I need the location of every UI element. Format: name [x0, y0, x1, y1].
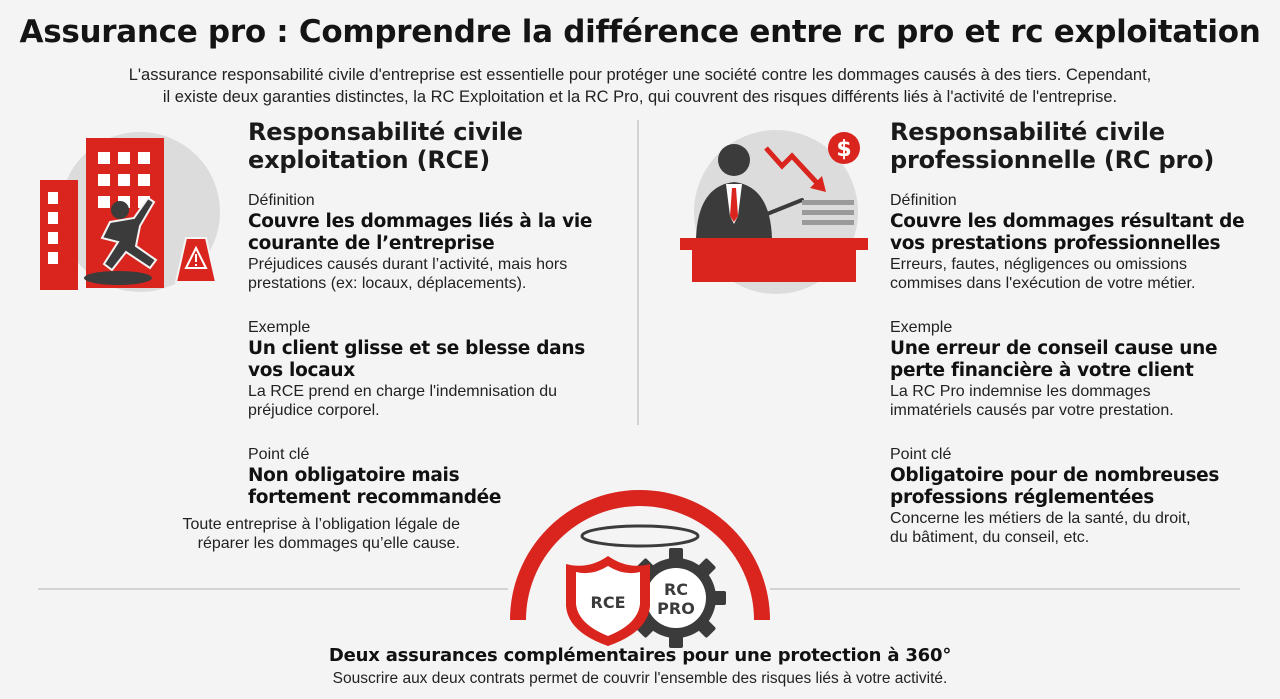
rce-definition-heading-line-2: courante de l’entreprise [248, 233, 495, 254]
rce-title-line-1: Responsabilité civile [248, 118, 523, 146]
presenter-loss-icon: $ [676, 120, 876, 305]
rcpro-example-section: Exemple Une erreur de conseil cause une … [890, 318, 1270, 420]
horizontal-divider-right [770, 588, 1240, 590]
rce-column: Responsabilité civile exploitation (RCE)… [248, 118, 628, 508]
rcpro-definition-body-line-1: Erreurs, fautes, négligences ou omission… [890, 256, 1188, 273]
rce-example-body-line-2: préjudice corporel. [248, 402, 380, 419]
rce-example-heading-line-1: Un client glisse et se blesse dans [248, 338, 585, 359]
rce-definition-heading-line-1: Couvre les dommages liés à la vie [248, 211, 593, 232]
rce-definition-body: Préjudices causés durant l’activité, mai… [248, 255, 628, 293]
rcpro-key-body: Concerne les métiers de la santé, du dro… [890, 509, 1270, 547]
rcpro-definition-heading-line-1: Couvre les dommages résultant de [890, 211, 1245, 232]
rcpro-key-heading-line-2: professions réglementées [890, 487, 1154, 508]
rcpro-example-heading-line-1: Une erreur de conseil cause une [890, 338, 1218, 359]
horizontal-divider-left [38, 588, 508, 590]
rce-title-line-2: exploitation (RCE) [248, 146, 491, 174]
shield-text: RCE [591, 593, 626, 612]
intro-line-1: L'assurance responsabilité civile d'entr… [128, 66, 1152, 84]
rcpro-definition-label: Définition [890, 192, 957, 209]
rce-definition-body-line-1: Préjudices causés durant l’activité, mai… [248, 256, 568, 273]
rce-definition-heading: Couvre les dommages liés à la vie couran… [248, 211, 628, 255]
building-slip-icon [38, 120, 228, 305]
rce-key-heading: Non obligatoire mais fortement recommand… [248, 465, 628, 509]
rce-key-heading-line-2: fortement recommandée [248, 487, 502, 508]
rce-example-section: Exemple Un client glisse et se blesse da… [248, 318, 628, 420]
rcpro-title: Responsabilité civile professionnelle (R… [890, 118, 1270, 174]
rcpro-definition-section: Définition Couvre les dommages résultant… [890, 191, 1270, 293]
shield-gear-icon: RC PRO RCE [490, 480, 790, 650]
gear-text-line-2: PRO [657, 599, 695, 618]
rce-example-body: La RCE prend en charge l'indemnisation d… [248, 382, 628, 420]
rcpro-example-label: Exemple [890, 319, 953, 336]
rce-key-heading-line-1: Non obligatoire mais [248, 465, 460, 486]
footer-title: Deux assurances complémentaires pour une… [328, 645, 952, 666]
rce-definition-label: Définition [248, 192, 315, 209]
rcpro-example-body: La RC Pro indemnise les dommages immatér… [890, 382, 1270, 420]
rce-definition-body-line-2: prestations (ex: locaux, déplacements). [248, 275, 527, 292]
rcpro-definition-heading-line-2: vos prestations professionnelles [890, 233, 1221, 254]
rcpro-example-heading: Une erreur de conseil cause une perte fi… [890, 338, 1270, 382]
rce-example-heading-line-2: vos locaux [248, 360, 355, 381]
rcpro-key-heading-line-1: Obligatoire pour de nombreuses [890, 465, 1220, 486]
page-title: Assurance pro : Comprendre la différence… [19, 14, 1261, 50]
rcpro-example-body-line-1: La RC Pro indemnise les dommages [890, 383, 1151, 400]
rce-example-label: Exemple [248, 319, 311, 336]
rcpro-column: Responsabilité civile professionnelle (R… [890, 118, 1270, 546]
shield-icon: RCE [566, 556, 650, 646]
rce-key-label: Point clé [248, 446, 310, 463]
intro-text: L'assurance responsabilité civile d'entr… [30, 64, 1250, 108]
rcpro-example-body-line-2: immatériels causés par votre prestation. [890, 402, 1174, 419]
rcpro-key-body-line-2: du bâtiment, du conseil, etc. [890, 529, 1090, 546]
rce-key-body: Toute entreprise à l’obligation légale d… [100, 515, 460, 553]
rcpro-key-section: Point clé Obligatoire pour de nombreuses… [890, 445, 1270, 547]
rce-key-body-line-1: Toute entreprise à l’obligation légale d… [182, 516, 460, 533]
rce-definition-section: Définition Couvre les dommages liés à la… [248, 191, 628, 293]
rcpro-key-body-line-1: Concerne les métiers de la santé, du dro… [890, 510, 1191, 527]
rce-key-section: Point clé Non obligatoire mais fortement… [248, 445, 628, 509]
svg-text:$: $ [836, 137, 851, 162]
rcpro-example-heading-line-2: perte financière à votre client [890, 360, 1194, 381]
rce-key-body-line-2: réparer les dommages qu’elle cause. [197, 535, 460, 552]
footer-subtitle: Souscrire aux deux contrats permet de co… [332, 670, 948, 687]
rce-title: Responsabilité civile exploitation (RCE) [248, 118, 628, 174]
rce-example-body-line-1: La RCE prend en charge l'indemnisation d… [248, 383, 558, 400]
rcpro-definition-body-line-2: commises dans l'exécution de votre métie… [890, 275, 1196, 292]
rcpro-key-label: Point clé [890, 446, 952, 463]
gear-text-line-1: RC [664, 580, 688, 599]
rcpro-definition-body: Erreurs, fautes, négligences ou omission… [890, 255, 1270, 293]
rcpro-key-heading: Obligatoire pour de nombreuses professio… [890, 465, 1270, 509]
intro-line-2: il existe deux garanties distinctes, la … [162, 88, 1118, 106]
vertical-divider [637, 120, 639, 425]
rce-example-heading: Un client glisse et se blesse dans vos l… [248, 338, 628, 382]
gear-icon: RC PRO [626, 548, 726, 648]
rcpro-definition-heading: Couvre les dommages résultant de vos pre… [890, 211, 1270, 255]
rcpro-title-line-2: professionnelle (RC pro) [890, 146, 1215, 174]
rcpro-title-line-1: Responsabilité civile [890, 118, 1165, 146]
